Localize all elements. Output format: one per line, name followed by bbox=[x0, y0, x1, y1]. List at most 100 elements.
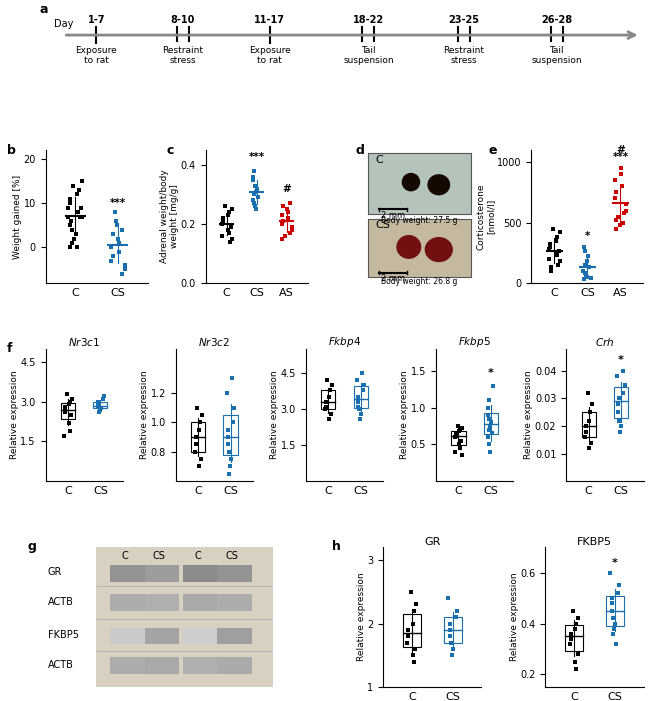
Point bbox=[94, 402, 104, 413]
Point bbox=[613, 587, 623, 599]
Point bbox=[554, 255, 565, 266]
Point bbox=[324, 391, 334, 402]
Text: #: # bbox=[282, 184, 291, 194]
Point bbox=[613, 211, 623, 222]
Title: $Nr3c1$: $Nr3c1$ bbox=[68, 336, 100, 348]
Point bbox=[285, 227, 295, 238]
Point bbox=[283, 207, 293, 218]
Point bbox=[578, 241, 589, 252]
Point bbox=[484, 424, 495, 435]
Point bbox=[484, 395, 494, 406]
Point bbox=[484, 439, 495, 450]
Point bbox=[324, 413, 334, 424]
Point bbox=[445, 625, 455, 636]
Point bbox=[605, 567, 616, 578]
Point bbox=[611, 223, 621, 234]
Point bbox=[73, 207, 84, 218]
Point bbox=[216, 230, 227, 241]
Point bbox=[60, 404, 71, 415]
Point bbox=[359, 379, 369, 390]
Point bbox=[93, 399, 103, 410]
Point bbox=[585, 407, 595, 418]
FancyBboxPatch shape bbox=[218, 565, 252, 582]
Point bbox=[250, 198, 260, 209]
Y-axis label: Relative expression: Relative expression bbox=[270, 371, 280, 459]
Point bbox=[195, 416, 205, 428]
Text: 26-28: 26-28 bbox=[541, 15, 573, 25]
Point bbox=[226, 203, 237, 215]
Point bbox=[192, 402, 202, 414]
Text: Restraint
stress: Restraint stress bbox=[443, 46, 485, 65]
Point bbox=[320, 401, 331, 412]
Point bbox=[608, 628, 618, 639]
Text: Restraint
stress: Restraint stress bbox=[162, 46, 203, 65]
Point bbox=[614, 415, 625, 426]
Point bbox=[409, 656, 419, 667]
Ellipse shape bbox=[428, 175, 450, 195]
Point bbox=[484, 413, 495, 424]
Point bbox=[287, 222, 297, 233]
Point bbox=[250, 180, 260, 191]
Point bbox=[410, 644, 421, 655]
Point bbox=[408, 650, 418, 661]
Point bbox=[73, 184, 84, 196]
Point bbox=[99, 391, 109, 402]
Point bbox=[222, 224, 233, 236]
Y-axis label: Relative expression: Relative expression bbox=[510, 573, 519, 662]
Point bbox=[571, 618, 581, 629]
Point bbox=[551, 235, 561, 246]
Point bbox=[554, 246, 564, 257]
FancyBboxPatch shape bbox=[144, 594, 179, 611]
Point bbox=[484, 446, 495, 457]
Point bbox=[248, 165, 259, 177]
Text: CS: CS bbox=[226, 551, 239, 561]
Y-axis label: Relative expression: Relative expression bbox=[10, 371, 19, 459]
Point bbox=[447, 650, 457, 661]
Text: ***: *** bbox=[249, 152, 265, 162]
Point bbox=[218, 212, 228, 224]
Point bbox=[60, 402, 71, 413]
Point bbox=[114, 238, 124, 249]
Point bbox=[194, 424, 204, 435]
Text: *: * bbox=[585, 231, 590, 240]
Point bbox=[455, 442, 465, 454]
Point bbox=[111, 215, 121, 226]
Text: a: a bbox=[40, 3, 48, 16]
Point bbox=[488, 380, 499, 391]
Point bbox=[448, 644, 458, 655]
Text: ***: *** bbox=[110, 198, 126, 207]
Point bbox=[408, 618, 418, 629]
Point bbox=[580, 270, 591, 281]
Point bbox=[327, 379, 337, 390]
Y-axis label: Adrenal weight/body
weight [mg/g]: Adrenal weight/body weight [mg/g] bbox=[160, 170, 179, 264]
Text: h: h bbox=[332, 540, 341, 553]
Point bbox=[190, 431, 201, 442]
Point bbox=[554, 226, 565, 238]
Point bbox=[216, 218, 227, 229]
Point bbox=[566, 633, 576, 644]
Point bbox=[225, 236, 235, 247]
Point bbox=[483, 409, 493, 421]
Point bbox=[552, 250, 562, 261]
Point bbox=[225, 461, 235, 472]
Point bbox=[252, 183, 262, 194]
Point bbox=[545, 241, 556, 252]
Point bbox=[285, 198, 295, 209]
Text: f: f bbox=[6, 342, 12, 355]
Point bbox=[277, 233, 287, 244]
FancyBboxPatch shape bbox=[111, 627, 144, 644]
Point bbox=[572, 648, 582, 660]
Point bbox=[613, 407, 623, 418]
Text: e: e bbox=[489, 144, 497, 157]
Point bbox=[615, 426, 625, 437]
Point bbox=[224, 207, 235, 218]
Point bbox=[569, 656, 580, 667]
Point bbox=[224, 468, 234, 479]
Point bbox=[356, 408, 366, 419]
FancyBboxPatch shape bbox=[111, 594, 144, 611]
Point bbox=[69, 233, 79, 244]
Point bbox=[117, 224, 127, 236]
Title: $Crh$: $Crh$ bbox=[595, 336, 614, 348]
Point bbox=[582, 271, 592, 283]
Point bbox=[196, 454, 206, 465]
